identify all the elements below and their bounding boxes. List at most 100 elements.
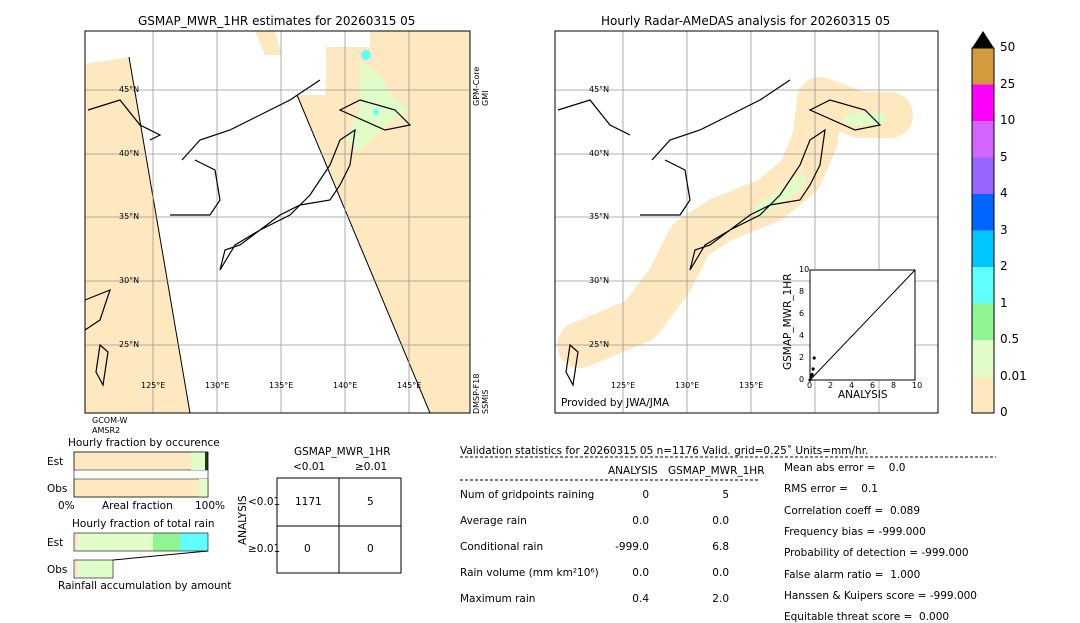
left-lat-label: 40°N <box>119 149 140 158</box>
credit: Provided by JWA/JMA <box>561 397 670 409</box>
sensor-gmi: GMI <box>481 90 490 106</box>
row-header-lt: <0.01 <box>248 496 281 508</box>
sensor-amsr2: AMSR2 <box>92 426 121 435</box>
left-lat-label: 35°N <box>119 212 140 221</box>
scatter-ylabel: GSMAP_MWR_1HR <box>782 273 794 370</box>
colorbar-label: 1 <box>1000 295 1008 310</box>
scatter-xtick: 6 <box>870 381 876 390</box>
stat-label: Average rain <box>460 515 527 527</box>
occ-xlabel: Areal fraction <box>102 500 173 512</box>
right-lat-label: 35°N <box>589 212 610 221</box>
right-lon-label: 135°E <box>739 381 764 390</box>
row-header-ge: ≥0.01 <box>248 543 281 555</box>
score-line: Equitable threat score = 0.000 <box>784 611 950 623</box>
right-lat-label: 30°N <box>589 276 610 285</box>
stat-gsmap-value: 2.0 <box>712 593 729 605</box>
total-rain-title: Hourly fraction of total rain <box>72 518 215 530</box>
left-lon-label: 140°E <box>333 381 358 390</box>
left-lon-label: 145°E <box>397 381 422 390</box>
right-lat-label: 25°N <box>589 340 610 349</box>
stat-analysis-value: 0.0 <box>632 515 649 527</box>
left-lon-label: 125°E <box>141 381 166 390</box>
right-lat-label: 40°N <box>589 149 610 158</box>
occurrence-title: Hourly fraction by occurence <box>68 437 220 449</box>
colorbar-label: 50 <box>1000 40 1016 54</box>
sensor-dmsp: DMSP-F18 <box>472 373 481 414</box>
left-lat-label: 25°N <box>119 340 140 349</box>
stat-gsmap-value: 0.0 <box>712 515 729 527</box>
stats-col-analysis: ANALYSIS <box>608 465 658 477</box>
right-lon-label: 130°E <box>675 381 700 390</box>
colorbar-label: 10 <box>1000 113 1016 127</box>
left-lon-label: 135°E <box>269 381 294 390</box>
contingency-grid <box>276 477 402 574</box>
sensor-gpm: GPM-Core <box>472 66 481 106</box>
scatter-point <box>808 378 812 382</box>
colorbar-label: 25 <box>1000 76 1016 91</box>
colorbar-label: 3 <box>1000 222 1008 237</box>
scatter-xtick: 8 <box>891 381 897 390</box>
cell-hit-none: 1171 <box>295 496 322 508</box>
colorbar-segment <box>972 84 994 121</box>
scatter-ytick: 0 <box>799 375 805 384</box>
score-line: False alarm ratio = 1.000 <box>784 568 921 581</box>
colorbar-segment <box>972 48 994 85</box>
tot-xlabel: Rainfall accumulation by amount <box>58 580 232 592</box>
colorbar-label: 0.5 <box>1000 332 1020 346</box>
left-map <box>84 30 471 414</box>
col-header-ge: ≥0.01 <box>355 461 388 473</box>
stat-gsmap-value: 0.0 <box>712 567 729 579</box>
cell-hit: 0 <box>367 543 374 555</box>
stats-header: Validation statistics for 20260315 05 n=… <box>460 445 869 457</box>
cell-false-alarm: 5 <box>367 496 374 508</box>
occ-obs-label: Obs <box>47 483 68 495</box>
scatter-point <box>811 367 815 371</box>
scatter-ytick: 8 <box>799 287 805 296</box>
colorbar-segment <box>972 230 994 267</box>
sensor-ssmis: SSMIS <box>481 389 490 415</box>
scatter-ytick: 4 <box>799 331 805 340</box>
occurrence-bars <box>73 451 209 498</box>
stat-gsmap-value: 6.8 <box>712 541 729 553</box>
sensor-gcom: GCOM-W <box>92 416 128 425</box>
colorbar-label: 5 <box>1000 149 1008 164</box>
right-lat-label: 45°N <box>589 85 610 94</box>
stat-label: Conditional rain <box>460 541 544 553</box>
colorbar-segment <box>972 194 994 231</box>
left-lat-label: 30°N <box>119 276 140 285</box>
col-header-lt: <0.01 <box>293 461 326 473</box>
scatter-ytick: 2 <box>799 353 805 362</box>
colorbar-segment <box>972 157 994 194</box>
scatter-point <box>810 372 814 377</box>
scatter-ytick: 10 <box>799 265 810 274</box>
scatter-xtick: 4 <box>849 381 855 390</box>
colorbar-label: 0 <box>1000 405 1008 419</box>
scatter-ytick: 6 <box>799 309 805 318</box>
left-swath-orange <box>85 57 190 413</box>
contingency-title: GSMAP_MWR_1HR <box>294 446 391 458</box>
colorbar-segment <box>972 376 994 413</box>
left-map-title: GSMAP_MWR_1HR estimates for 20260315 05 <box>138 14 416 28</box>
tot-est-label: Est <box>47 537 64 549</box>
left-lat-label: 45°N <box>119 85 140 94</box>
colorbar-label: 2 <box>1000 259 1008 273</box>
colorbar-label: 4 <box>1000 186 1008 200</box>
stat-label: Maximum rain <box>460 593 536 605</box>
stat-label: Rain volume (mm km²10⁶) <box>460 567 599 579</box>
scatter-xlabel: ANALYSIS <box>838 389 888 401</box>
stats-col-gsmap: GSMAP_MWR_1HR <box>668 465 765 477</box>
total-rain-bars <box>73 532 209 579</box>
scatter-xtick: 10 <box>912 381 923 390</box>
tot-obs-label: Obs <box>47 564 68 576</box>
scatter-xtick: 2 <box>828 381 834 390</box>
scatter-point <box>812 356 816 360</box>
stat-label: Num of gridpoints raining <box>460 489 595 501</box>
cell-miss: 0 <box>304 543 311 555</box>
stat-analysis-value: 0.0 <box>632 567 649 579</box>
stat-analysis-value: 0.4 <box>632 593 649 605</box>
right-lon-label: 125°E <box>611 381 636 390</box>
colorbar-segment <box>972 267 994 304</box>
occ-tick-100: 100% <box>195 500 226 512</box>
right-swath-orange <box>297 31 470 413</box>
